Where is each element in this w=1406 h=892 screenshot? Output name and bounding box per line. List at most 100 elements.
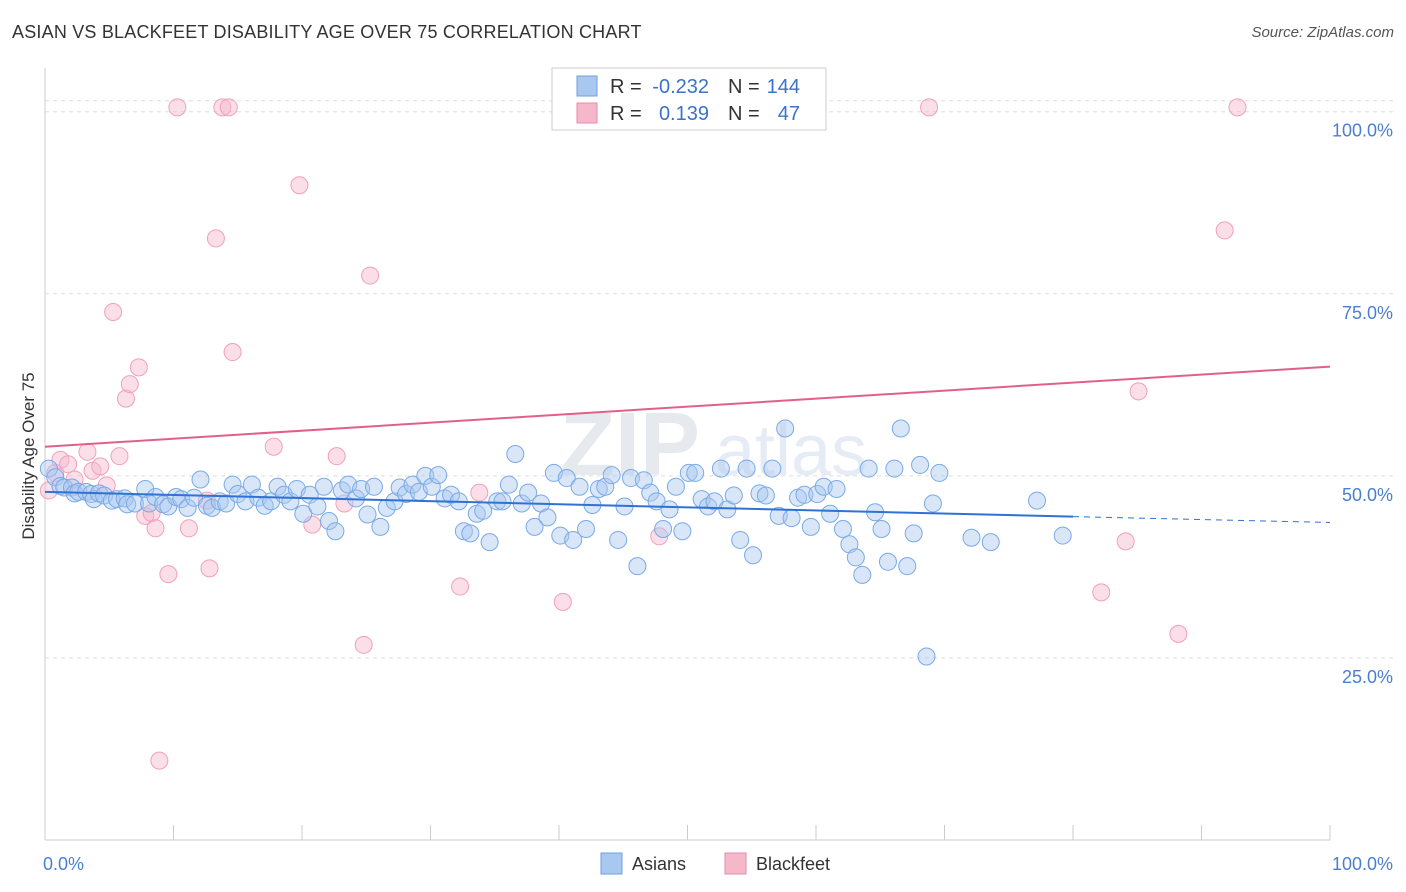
point-asians-98 xyxy=(654,520,673,539)
legend-bottom-swatch-asians xyxy=(600,852,623,875)
trend-line-asians xyxy=(44,490,1074,518)
point-asians-13 xyxy=(107,490,126,509)
point-asians-44 xyxy=(308,497,327,516)
point-asians-115 xyxy=(763,459,782,478)
point-asians-138 xyxy=(911,455,930,474)
legend-n-label-blackfeet: N = xyxy=(728,103,760,125)
point-asians-54 xyxy=(371,517,390,536)
correlation-legend: R = -0.232 N = 144 R = 0.139 N = 47 xyxy=(551,67,827,131)
point-asians-109 xyxy=(724,486,743,505)
legend-box xyxy=(551,67,827,131)
point-blackfeet-3 xyxy=(59,455,78,474)
legend-r-value-blackfeet: 0.139 xyxy=(659,103,709,125)
point-asians-75 xyxy=(506,445,525,463)
legend-n-value-blackfeet: 47 xyxy=(778,103,800,125)
point-asians-67 xyxy=(454,522,473,541)
point-asians-88 xyxy=(589,479,608,498)
legend-bottom-label-blackfeet: Blackfeet xyxy=(756,854,830,874)
legend-bottom-swatch-blackfeet xyxy=(724,852,747,875)
y-tick-label-2: 75.0% xyxy=(1342,303,1393,323)
point-asians-132 xyxy=(872,520,891,539)
point-asians-59 xyxy=(403,475,422,494)
point-asians-65 xyxy=(442,485,461,504)
point-asians-126 xyxy=(833,520,852,539)
point-blackfeet-28 xyxy=(290,176,309,195)
point-asians-74 xyxy=(499,475,518,494)
point-blackfeet-27 xyxy=(264,437,283,456)
point-blackfeet-11 xyxy=(116,389,135,408)
point-asians-83 xyxy=(557,469,576,488)
point-asians-42 xyxy=(294,504,313,523)
point-asians-141 xyxy=(930,463,949,482)
point-asians-31 xyxy=(223,475,242,494)
point-blackfeet-10 xyxy=(110,447,129,466)
point-asians-135 xyxy=(891,419,910,438)
legend-r-label-asians: R = xyxy=(610,76,642,98)
y-tick-labels: 25.0% 50.0% 75.0% 100.0% xyxy=(1332,121,1393,687)
point-blackfeet-16 xyxy=(146,519,165,538)
point-asians-34 xyxy=(242,475,261,494)
point-asians-72 xyxy=(488,492,507,511)
point-blackfeet-18 xyxy=(159,565,178,584)
y-tick-label-0: 25.0% xyxy=(1342,667,1393,687)
point-asians-137 xyxy=(904,524,923,543)
point-asians-128 xyxy=(846,548,865,567)
point-blackfeet-25 xyxy=(219,98,238,117)
point-asians-45 xyxy=(314,477,333,496)
legend-n-value-asians: 144 xyxy=(767,76,800,98)
y-tick-label-3: 100.0% xyxy=(1332,121,1393,141)
point-asians-102 xyxy=(679,463,698,482)
point-blackfeet-44 xyxy=(1228,98,1247,117)
point-asians-130 xyxy=(859,459,878,478)
point-asians-125 xyxy=(827,479,846,498)
legend-n-label-asians: N = xyxy=(728,76,760,98)
point-blackfeet-19 xyxy=(168,98,187,117)
point-asians-71 xyxy=(480,533,499,552)
point-asians-143 xyxy=(981,533,1000,552)
trend-line-blackfeet xyxy=(44,365,1331,448)
point-asians-25 xyxy=(185,488,204,507)
point-asians-62 xyxy=(422,477,441,496)
point-asians-63 xyxy=(429,466,448,485)
point-asians-32 xyxy=(228,485,247,504)
point-asians-90 xyxy=(602,466,621,485)
point-asians-28 xyxy=(203,498,222,517)
chart-title: ASIAN VS BLACKFEET DISABILITY AGE OVER 7… xyxy=(12,22,642,42)
point-asians-112 xyxy=(744,546,763,565)
point-asians-68 xyxy=(461,524,480,543)
legend-r-label-blackfeet: R = xyxy=(610,103,642,125)
point-blackfeet-13 xyxy=(129,358,148,377)
point-asians-85 xyxy=(570,477,589,496)
point-asians-53 xyxy=(364,477,383,496)
point-asians-24 xyxy=(178,498,197,517)
point-blackfeet-5 xyxy=(78,442,97,461)
point-asians-100 xyxy=(666,477,685,496)
point-asians-117 xyxy=(776,419,795,438)
source-label: Source: ZipAtlas.com xyxy=(1251,24,1394,41)
point-blackfeet-20 xyxy=(179,519,198,538)
legend-r-value-asians: -0.232 xyxy=(652,76,709,98)
point-blackfeet-34 xyxy=(451,577,470,596)
point-asians-77 xyxy=(519,483,538,502)
point-asians-47 xyxy=(326,522,345,541)
point-blackfeet-30 xyxy=(327,447,346,466)
point-asians-110 xyxy=(731,530,750,549)
y-tick-label-1: 50.0% xyxy=(1342,485,1393,505)
point-asians-124 xyxy=(821,504,840,523)
point-blackfeet-41 xyxy=(1116,532,1135,551)
point-asians-107 xyxy=(711,459,730,478)
point-asians-111 xyxy=(737,459,756,478)
point-asians-113 xyxy=(750,484,769,503)
watermark: ZIP atlas xyxy=(560,395,867,495)
y-axis-title: Disability Age Over 75 xyxy=(19,372,38,539)
point-asians-73 xyxy=(493,492,512,511)
point-asians-61 xyxy=(416,466,435,485)
point-asians-142 xyxy=(962,528,981,547)
point-asians-114 xyxy=(756,486,775,505)
x-tick-label-0: 0.0% xyxy=(43,854,84,874)
trend-line-asians-extension xyxy=(1072,516,1331,523)
point-blackfeet-23 xyxy=(206,229,225,248)
watermark-atlas: atlas xyxy=(715,411,867,491)
point-asians-134 xyxy=(885,459,904,478)
